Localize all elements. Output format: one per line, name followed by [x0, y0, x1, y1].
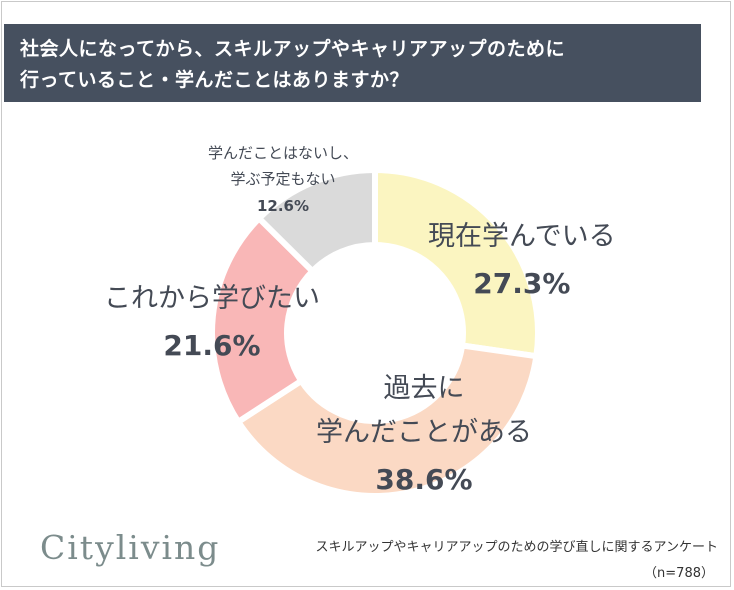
survey-name: スキルアップやキャリアアップのための学び直しに関するアンケート	[315, 540, 718, 555]
label-future-group: これから学びたい 21.6%	[104, 280, 320, 366]
slice-past	[234, 342, 540, 499]
label-past-line1: 過去に	[383, 373, 465, 404]
slice-future	[209, 214, 317, 426]
value-label-none: 12.6%	[256, 197, 310, 215]
label-past-line2: 学んだことがある	[316, 417, 532, 448]
label-none-line1: 学んだことはないし、	[208, 144, 359, 162]
title-line-1: 社会人になってから、スキルアップやキャリアアップのために	[20, 38, 566, 60]
sample-size: （n=788）	[644, 566, 714, 581]
label-current-group: 現在学んでいる 27.3%	[428, 218, 616, 304]
title-banner: 社会人になってから、スキルアップやキャリアアップのために 行っていること・学んだ…	[4, 24, 701, 102]
value-label-future: 21.6%	[163, 329, 261, 362]
cityliving-logo: Cityliving	[40, 528, 221, 567]
slice-current	[372, 166, 541, 360]
value-label-past: 38.6%	[375, 463, 473, 496]
label-future: これから学びたい	[104, 283, 320, 314]
label-none-group: 学んだことはないし、 学ぶ予定もない 12.6%	[208, 140, 358, 220]
label-past-group: 過去に 学んだことがある 38.6%	[316, 370, 532, 500]
value-label-current: 27.3%	[473, 267, 571, 300]
slice-none	[254, 166, 378, 276]
title-line-2: 行っていること・学んだことはありますか？	[20, 69, 410, 91]
label-none-line2: 学ぶ予定もない	[230, 170, 336, 188]
label-current: 現在学んでいる	[428, 221, 616, 252]
